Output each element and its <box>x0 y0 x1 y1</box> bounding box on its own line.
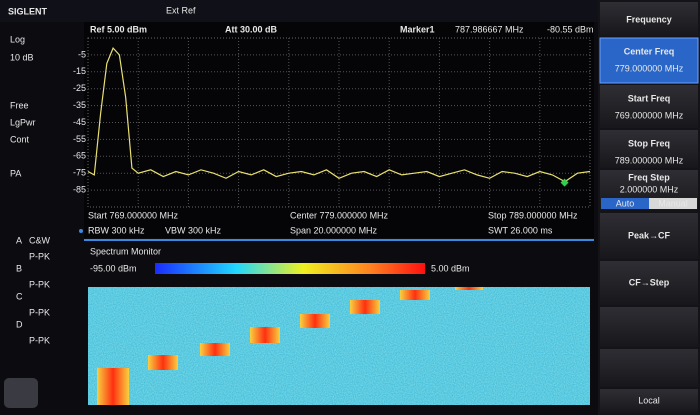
y-tick-label: -5 <box>78 49 86 59</box>
softkey[interactable] <box>600 213 698 259</box>
y-tick-label: -55 <box>73 134 86 144</box>
waterfall-block <box>350 300 380 314</box>
marker-freq: 787.986667 MHz <box>455 24 524 34</box>
waterfall-block <box>300 314 330 328</box>
softkey-label: CF→Step <box>629 277 670 287</box>
y-tick-label: -25 <box>73 83 86 93</box>
softkey-option-label: Auto <box>616 198 635 208</box>
y-tick-label: -85 <box>73 184 86 194</box>
softkey[interactable] <box>600 261 698 305</box>
softkey-label: Start Freq <box>628 93 671 103</box>
trace-line <box>87 47 591 183</box>
colorbar-min: -95.00 dBm <box>90 263 137 273</box>
footer-stop: Stop 789.000000 MHz <box>488 210 578 220</box>
softkey-value: 779.000000 MHz <box>615 63 684 73</box>
softkey[interactable] <box>599 37 699 84</box>
footer-start: Start 769.000000 MHz <box>88 210 179 220</box>
footer-rbw: RBW 300 kHz <box>88 225 145 235</box>
y-tick-label: -35 <box>73 100 86 110</box>
monitor-title: Spectrum Monitor <box>90 246 161 256</box>
status-item: Log <box>10 34 25 44</box>
y-tick-label: -65 <box>73 151 86 161</box>
footer-swt: SWT 26.000 ms <box>488 225 553 235</box>
softkey-option[interactable] <box>601 198 649 209</box>
marker-point <box>560 178 569 187</box>
softkey[interactable] <box>600 349 698 387</box>
softkey-label: Center Freq <box>624 46 675 56</box>
status-item: LgPwr <box>10 117 36 127</box>
softkey-option-label: Manual <box>658 198 688 208</box>
softkey-value: 2.000000 MHz <box>620 184 679 194</box>
brand: SIGLENT <box>8 6 48 16</box>
menu-title: Frequency <box>626 14 672 24</box>
softkey-value: 769.000000 MHz <box>615 110 684 120</box>
status-item: Cont <box>10 134 30 144</box>
softkey[interactable] <box>600 85 698 128</box>
status-item: PA <box>10 168 21 178</box>
local-label: Local <box>638 395 660 405</box>
softkey[interactable] <box>600 307 698 347</box>
waterfall-noise <box>88 287 590 405</box>
y-tick-label: -45 <box>73 117 86 127</box>
rbw-dot <box>79 229 83 233</box>
waterfall-block <box>148 355 178 370</box>
softkey-option[interactable] <box>649 198 697 209</box>
trace-id: C <box>16 291 23 301</box>
trace-id: B <box>16 263 22 273</box>
status-item: Free <box>10 100 29 110</box>
color-bar <box>155 263 425 274</box>
footer-vbw: VBW 300 kHz <box>165 225 222 235</box>
softkey-label: Stop Freq <box>628 138 670 148</box>
waterfall-block <box>200 343 230 356</box>
marker-name: Marker1 <box>400 24 435 34</box>
trace-mode: C&W <box>29 235 51 245</box>
waterfall-blocks <box>97 287 483 405</box>
menu-header <box>600 2 698 36</box>
ref-source: Ext Ref <box>166 5 196 15</box>
waterfall-block <box>400 290 430 300</box>
waterfall-block <box>250 327 280 343</box>
colorbar-max: 5.00 dBm <box>431 263 470 273</box>
trace-detector: P-PK <box>29 335 50 345</box>
trace-id: D <box>16 319 23 329</box>
attenuation: Att 30.00 dB <box>225 24 278 34</box>
footer-center: Center 779.000000 MHz <box>290 210 389 220</box>
waterfall-block <box>455 287 483 290</box>
trace-panel <box>84 22 594 238</box>
trace-detector: P-PK <box>29 279 50 289</box>
y-tick-label: -15 <box>73 66 86 76</box>
local-key[interactable] <box>600 389 698 413</box>
trace-detector: P-PK <box>29 251 50 261</box>
softkey-value: 789.000000 MHz <box>615 155 684 165</box>
ref-level: Ref 5.00 dBm <box>90 24 147 34</box>
trace-detector: P-PK <box>29 307 50 317</box>
trace-id: A <box>16 235 22 245</box>
home-button[interactable] <box>4 378 38 408</box>
softkey-label: Freq Step <box>628 172 670 182</box>
waterfall-block <box>97 368 129 405</box>
softkey-label: Peak→CF <box>628 230 671 240</box>
y-tick-label: -75 <box>73 168 86 178</box>
footer-span: Span 20.000000 MHz <box>290 225 378 235</box>
top-bar <box>0 0 598 22</box>
status-item: 10 dB <box>10 52 34 62</box>
softkey[interactable] <box>600 130 698 168</box>
marker-level: -80.55 dBm <box>547 24 594 34</box>
